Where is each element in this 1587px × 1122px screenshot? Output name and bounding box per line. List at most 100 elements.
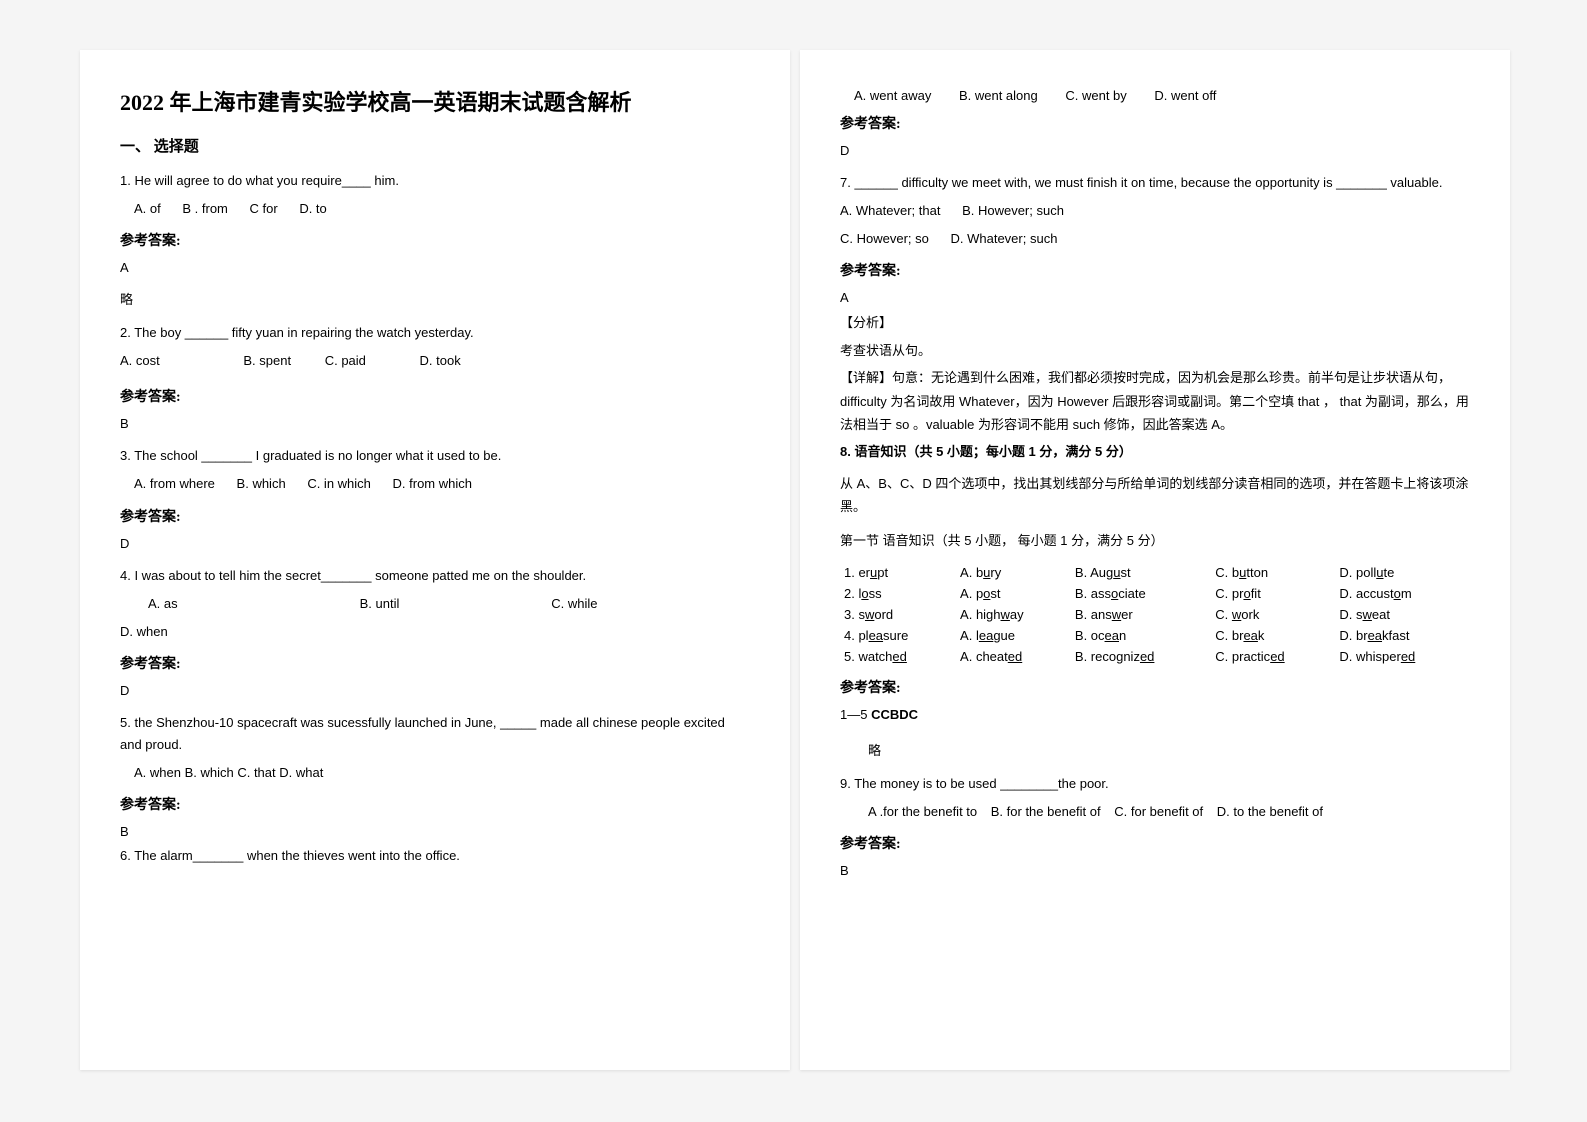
q7-opt-b: B. However; such <box>962 203 1064 218</box>
q2-answer: B <box>120 416 750 431</box>
q4-opts: A. as B. until C. while <box>120 593 750 615</box>
phon-row: 5. watchedA. cheatedB. recognizedC. prac… <box>840 646 1470 667</box>
q3-opt-d: D. from which <box>393 476 472 491</box>
phon-cell: A. league <box>956 625 1071 646</box>
phon-cell: D. accustom <box>1335 583 1470 604</box>
q3-answer: D <box>120 536 750 551</box>
q9-opt-b: B. for the benefit of <box>991 804 1101 819</box>
phon-cell: 4. pleasure <box>840 625 956 646</box>
answer-label: 参考答案: <box>120 794 750 814</box>
q4-text: 4. I was about to tell him the secret___… <box>120 565 750 587</box>
answer-label: 参考答案: <box>840 833 1470 853</box>
q4-opt-d: D. when <box>120 624 168 639</box>
q7-opts-ab: A. Whatever; that B. However; such <box>840 200 1470 222</box>
q2-text: 2. The boy ______ fifty yuan in repairin… <box>120 322 750 344</box>
phon-cell: B. answer <box>1071 604 1211 625</box>
phon-cell: C. profit <box>1211 583 1335 604</box>
q1-opts: A. of B . from C for D. to <box>120 198 750 220</box>
phon-cell: D. whispered <box>1335 646 1470 667</box>
answer-label: 参考答案: <box>120 386 750 406</box>
phon-cell: D. sweat <box>1335 604 1470 625</box>
phon-row: 1. eruptA. buryB. AugustC. buttonD. poll… <box>840 562 1470 583</box>
answer-label: 参考答案: <box>840 260 1470 280</box>
q1-opt-d: D. to <box>299 201 326 216</box>
doc-title: 2022 年上海市建青实验学校高一英语期末试题含解析 <box>120 85 750 117</box>
q6-opt-a: A. went away <box>854 88 931 103</box>
q6-opt-c: C. went by <box>1065 88 1126 103</box>
q4-opt-c: C. while <box>551 596 597 611</box>
q6-answer: D <box>840 143 1470 158</box>
q2-opts: A. cost B. spent C. paid D. took <box>120 350 750 372</box>
q7-opts-cd: C. However; so D. Whatever; such <box>840 228 1470 250</box>
phon-cell: 2. loss <box>840 583 956 604</box>
q2-opt-d: D. took <box>420 353 461 368</box>
page-right: A. went away B. went along C. went by D.… <box>800 50 1510 1070</box>
phon-cell: A. highway <box>956 604 1071 625</box>
q9-opt-c: C. for benefit of <box>1114 804 1203 819</box>
q1-opt-a: A. of <box>134 201 161 216</box>
q7-opt-d: D. Whatever; such <box>951 231 1058 246</box>
phon-cell: B. recognized <box>1071 646 1211 667</box>
phon-cell: B. ocean <box>1071 625 1211 646</box>
phon-cell: D. breakfast <box>1335 625 1470 646</box>
phon-cell: C. work <box>1211 604 1335 625</box>
q6-text: 6. The alarm_______ when the thieves wen… <box>120 845 750 867</box>
q3-text: 3. The school _______ I graduated is no … <box>120 445 750 467</box>
phon-cell: B. associate <box>1071 583 1211 604</box>
q2-opt-a: A. cost <box>120 353 160 368</box>
page-left: 2022 年上海市建青实验学校高一英语期末试题含解析 一、 选择题 1. He … <box>80 50 790 1070</box>
phon-row: 3. swordA. highwayB. answerC. workD. swe… <box>840 604 1470 625</box>
q3-opt-a: A. from where <box>134 476 215 491</box>
q9-answer: B <box>840 863 1470 878</box>
q3-opt-b: B. which <box>237 476 286 491</box>
q7-opt-a: A. Whatever; that <box>840 203 940 218</box>
answer-label: 参考答案: <box>840 113 1470 133</box>
answer-label: 参考答案: <box>120 506 750 526</box>
phon-row: 2. lossA. postB. associateC. profitD. ac… <box>840 583 1470 604</box>
section-heading: 一、 选择题 <box>120 135 750 156</box>
q4-opt-d-row: D. when <box>120 621 750 643</box>
q9-text: 9. The money is to be used ________the p… <box>840 773 1470 795</box>
q7-answer: A <box>840 290 1470 305</box>
q4-answer: D <box>120 683 750 698</box>
phon-cell: D. pollute <box>1335 562 1470 583</box>
q8-ans: 1—5 CCBDC <box>840 707 1470 722</box>
q6-opt-b: B. went along <box>959 88 1038 103</box>
phon-cell: B. August <box>1071 562 1211 583</box>
phon-cell: C. break <box>1211 625 1335 646</box>
q1-answer: A <box>120 260 750 275</box>
phon-cell: 3. sword <box>840 604 956 625</box>
phon-cell: C. practiced <box>1211 646 1335 667</box>
phon-cell: A. bury <box>956 562 1071 583</box>
q1-text: 1. He will agree to do what you require_… <box>120 170 750 192</box>
answer-label: 参考答案: <box>120 230 750 250</box>
phon-cell: 5. watched <box>840 646 956 667</box>
q9-opt-d: D. to the benefit of <box>1217 804 1323 819</box>
phon-cell: A. cheated <box>956 646 1071 667</box>
q5-opts: A. when B. which C. that D. what <box>120 762 750 784</box>
answer-label: 参考答案: <box>120 653 750 673</box>
q6-opt-d: D. went off <box>1154 88 1216 103</box>
q3-opts: A. from where B. which C. in which D. fr… <box>120 473 750 495</box>
q3-opt-c: C. in which <box>307 476 371 491</box>
phon-row: 4. pleasureA. leagueB. oceanC. breakD. b… <box>840 625 1470 646</box>
q7-ana2: 【详解】句意：无论遇到什么困难，我们都必须按时完成，因为机会是那么珍贵。前半句是… <box>840 366 1470 436</box>
q2-opt-c: C. paid <box>325 353 366 368</box>
q1-opt-b: B . from <box>182 201 228 216</box>
phon-cell: 1. erupt <box>840 562 956 583</box>
q9-opt-a: A .for the benefit to <box>868 804 977 819</box>
phon-cell: C. button <box>1211 562 1335 583</box>
q4-opt-b: B. until <box>360 593 530 615</box>
q8-sub: 第一节 语音知识（共 5 小题， 每小题 1 分，满分 5 分） <box>840 529 1470 552</box>
q8-intro: 从 A、B、C、D 四个选项中，找出其划线部分与所给单词的划线部分读音相同的选项… <box>840 472 1470 519</box>
q1-opt-c: C for <box>250 201 278 216</box>
q4-opt-a: A. as <box>148 593 338 615</box>
q6-opts: A. went away B. went along C. went by D.… <box>840 85 1470 107</box>
phon-cell: A. post <box>956 583 1071 604</box>
q8-note: 略 <box>840 740 1470 759</box>
q5-answer: B <box>120 824 750 839</box>
q1-note: 略 <box>120 289 750 308</box>
q7-opt-c: C. However; so <box>840 231 929 246</box>
q7-ana1: 考查状语从句。 <box>840 339 1470 362</box>
q9-opts: A .for the benefit to B. for the benefit… <box>840 801 1470 823</box>
